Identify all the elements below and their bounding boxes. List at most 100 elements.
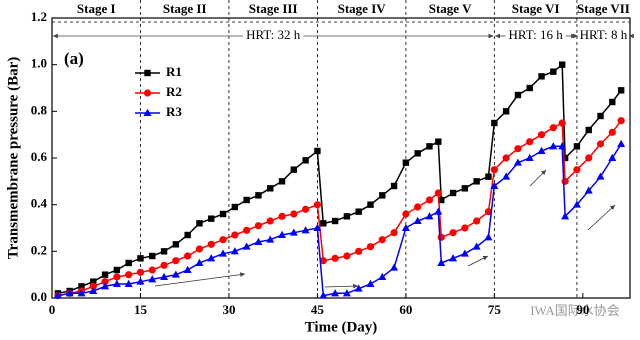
marker bbox=[390, 182, 398, 190]
marker bbox=[343, 252, 351, 260]
marker bbox=[231, 203, 239, 211]
marker bbox=[113, 273, 121, 281]
marker bbox=[484, 233, 493, 241]
marker bbox=[414, 150, 421, 157]
marker bbox=[561, 154, 569, 162]
marker bbox=[449, 229, 457, 237]
marker bbox=[136, 268, 145, 276]
marker bbox=[160, 272, 169, 280]
stage-label: Stage VI bbox=[512, 1, 560, 16]
marker bbox=[585, 126, 592, 134]
marker bbox=[426, 143, 433, 150]
marker bbox=[513, 158, 522, 166]
marker bbox=[207, 254, 216, 262]
marker bbox=[502, 108, 510, 115]
series-line bbox=[57, 63, 622, 295]
stage-label: Stage II bbox=[163, 1, 207, 16]
marker bbox=[549, 142, 558, 150]
marker bbox=[596, 140, 605, 148]
marker bbox=[136, 277, 145, 285]
marker bbox=[313, 201, 322, 209]
marker bbox=[502, 172, 511, 180]
marker bbox=[367, 201, 374, 208]
marker bbox=[171, 270, 180, 278]
marker bbox=[449, 189, 457, 197]
marker bbox=[538, 73, 545, 80]
marker bbox=[355, 208, 362, 215]
series bbox=[54, 117, 625, 300]
x-tick-label: 0 bbox=[49, 302, 56, 317]
marker bbox=[437, 233, 445, 241]
marker bbox=[608, 153, 617, 161]
marker bbox=[160, 261, 168, 269]
marker bbox=[434, 189, 442, 197]
marker bbox=[472, 242, 481, 250]
stage-label: Stage I bbox=[77, 1, 116, 16]
marker bbox=[537, 146, 546, 154]
marker bbox=[449, 254, 458, 262]
marker bbox=[148, 266, 156, 274]
series-line bbox=[57, 120, 622, 297]
y-tick-label: 0.4 bbox=[31, 196, 48, 211]
marker bbox=[243, 196, 250, 204]
marker bbox=[148, 275, 157, 283]
y-tick-label: 1.2 bbox=[31, 9, 47, 24]
marker bbox=[219, 236, 227, 244]
x-tick-label: 30 bbox=[222, 302, 235, 317]
marker bbox=[558, 61, 566, 68]
marker bbox=[77, 289, 86, 297]
marker bbox=[585, 154, 593, 162]
marker bbox=[302, 205, 310, 213]
marker bbox=[473, 178, 480, 185]
marker bbox=[460, 249, 469, 257]
marker bbox=[434, 207, 443, 215]
marker bbox=[491, 119, 498, 127]
marker bbox=[526, 138, 534, 146]
y-axis-title: Transmembrane pressure (Bar) bbox=[5, 57, 21, 259]
marker bbox=[113, 266, 121, 274]
marker bbox=[242, 242, 251, 250]
marker bbox=[558, 142, 567, 150]
marker bbox=[278, 212, 286, 220]
series-line bbox=[57, 143, 622, 297]
marker bbox=[267, 185, 274, 192]
marker bbox=[490, 181, 499, 189]
marker bbox=[160, 248, 168, 255]
marker bbox=[207, 240, 215, 248]
marker bbox=[473, 217, 481, 225]
marker bbox=[101, 278, 109, 286]
marker bbox=[254, 237, 263, 245]
x-tick-label: 15 bbox=[134, 302, 148, 317]
marker bbox=[195, 245, 204, 253]
x-axis-title: Time (Day) bbox=[305, 319, 378, 335]
marker bbox=[572, 200, 581, 208]
marker bbox=[301, 226, 310, 234]
marker bbox=[537, 131, 546, 139]
marker bbox=[425, 196, 434, 204]
marker bbox=[195, 258, 204, 266]
marker bbox=[378, 272, 387, 280]
marker bbox=[266, 217, 274, 225]
marker bbox=[414, 203, 422, 211]
marker bbox=[230, 247, 239, 255]
marker bbox=[125, 271, 133, 279]
y-tick-label: 0.2 bbox=[31, 242, 47, 257]
marker bbox=[331, 254, 339, 262]
marker bbox=[366, 243, 375, 251]
marker bbox=[378, 236, 386, 244]
marker bbox=[65, 289, 74, 297]
trend-arrows bbox=[154, 169, 616, 289]
marker bbox=[561, 212, 570, 220]
marker bbox=[219, 249, 228, 257]
marker bbox=[597, 112, 604, 120]
marker bbox=[549, 124, 557, 132]
marker bbox=[584, 186, 593, 194]
marker bbox=[514, 91, 522, 99]
marker bbox=[438, 196, 445, 204]
marker bbox=[355, 247, 363, 255]
marker bbox=[78, 283, 85, 290]
x-tick-label: 75 bbox=[488, 302, 502, 317]
marker bbox=[514, 145, 522, 153]
marker bbox=[143, 108, 152, 116]
stage-label: Stage III bbox=[249, 1, 298, 16]
